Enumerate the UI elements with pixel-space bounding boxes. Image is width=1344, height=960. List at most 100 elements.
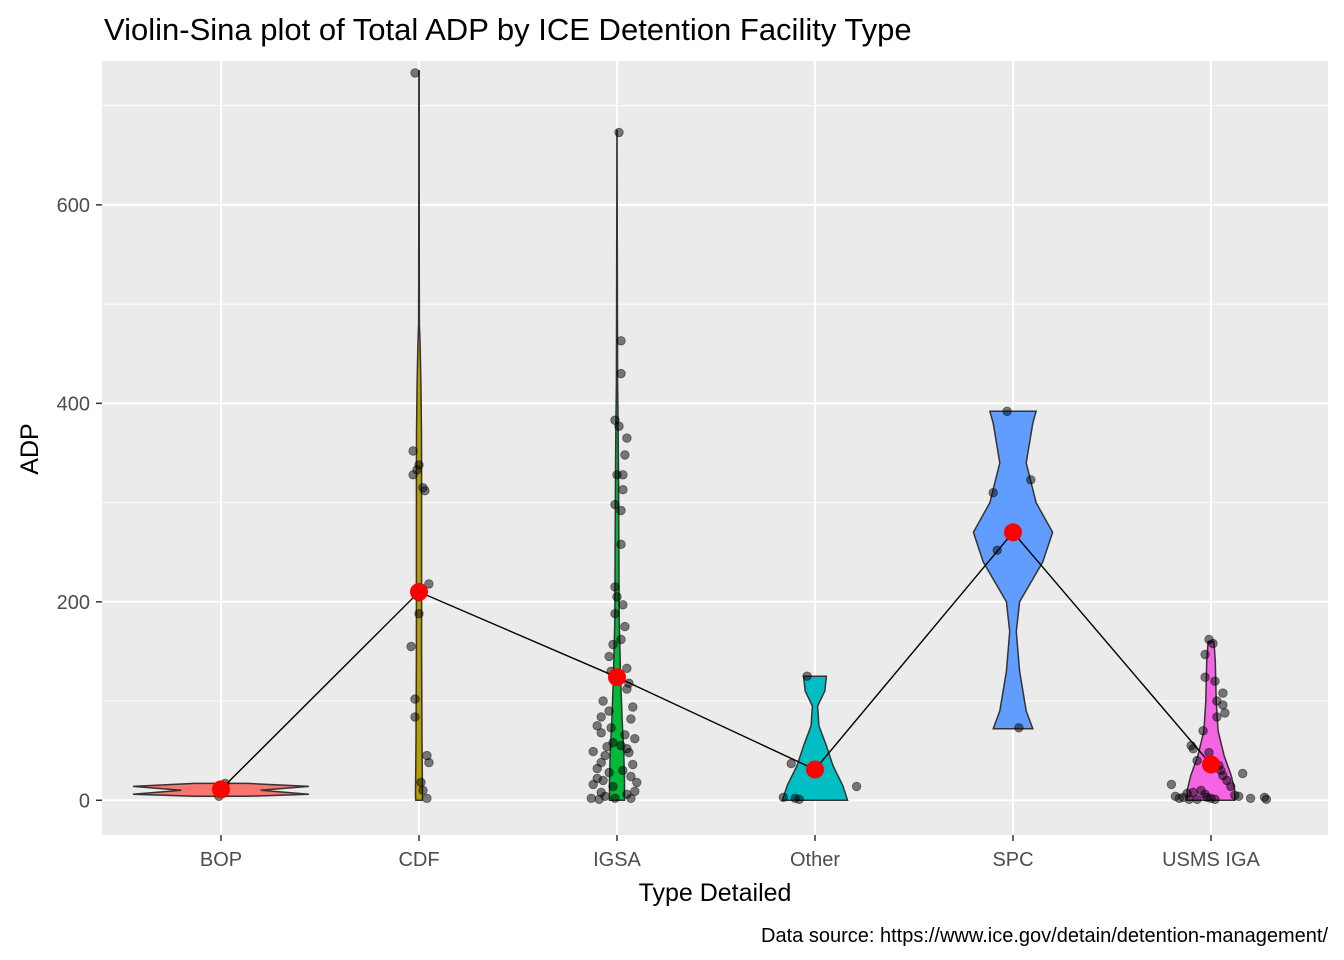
- jitter-point: [610, 582, 620, 592]
- jitter-point: [1210, 794, 1220, 805]
- jitter-point: [1218, 700, 1228, 710]
- jitter-point: [616, 368, 626, 379]
- y-axis-title: ADP: [16, 423, 44, 474]
- jitter-point: [610, 793, 620, 804]
- jitter-point: [1002, 406, 1012, 417]
- jitter-point: [618, 765, 628, 776]
- jitter-point: [616, 539, 626, 550]
- mean-line: [220, 531, 1212, 790]
- jitter-point: [616, 336, 626, 346]
- jitter-point: [604, 706, 614, 716]
- jitter-point: [1026, 475, 1036, 485]
- y-tick-label: 200: [57, 592, 90, 614]
- jitter-point: [1261, 794, 1272, 805]
- jitter-point: [606, 723, 616, 733]
- jitter-point: [618, 600, 628, 610]
- jitter-point: [602, 742, 612, 752]
- jitter-point: [1200, 649, 1210, 660]
- jitter-point: [612, 592, 622, 602]
- data-source-caption: Data source: https://www.ice.gov/detain/…: [761, 925, 1328, 947]
- jitter-point: [1184, 794, 1194, 805]
- jitter-point: [628, 702, 638, 712]
- jitter-point: [1210, 676, 1220, 686]
- jitter-points: [214, 68, 1272, 805]
- jitter-point: [608, 639, 618, 650]
- jitter-point: [586, 793, 597, 804]
- jitter-point: [416, 777, 426, 788]
- jitter-point: [1198, 726, 1208, 736]
- jitter-point: [614, 421, 624, 431]
- jitter-point: [1226, 781, 1236, 792]
- x-tick-label: BOP: [200, 849, 242, 871]
- jitter-point: [418, 785, 428, 796]
- jitter-point: [1245, 793, 1256, 804]
- jitter-point: [622, 433, 632, 443]
- x-tick-label: IGSA: [593, 849, 641, 871]
- jitter-point: [610, 499, 620, 510]
- jitter-point: [794, 794, 804, 805]
- jitter-point: [422, 793, 432, 804]
- jitter-point: [630, 734, 640, 744]
- y-tick-label: 600: [57, 195, 90, 217]
- jitter-point: [588, 746, 598, 757]
- jitter-point: [802, 671, 812, 681]
- x-tick-label: Other: [790, 849, 840, 871]
- y-tick-label: 400: [57, 393, 90, 415]
- jitter-point: [628, 759, 638, 770]
- jitter-point: [608, 781, 618, 792]
- jitter-point: [1192, 794, 1202, 805]
- jitter-point: [1208, 638, 1218, 649]
- jitter-point: [786, 758, 796, 769]
- jitter-point: [618, 470, 628, 480]
- grid-minor: [102, 105, 1328, 702]
- jitter-point: [614, 127, 624, 138]
- jitter-point: [851, 781, 862, 792]
- jitter-point: [1212, 712, 1222, 722]
- jitter-point: [1192, 755, 1202, 766]
- jitter-point: [604, 767, 614, 778]
- jitter-point: [624, 747, 634, 758]
- jitter-point: [632, 777, 642, 788]
- jitter-point: [988, 488, 998, 498]
- jitter-point: [1200, 672, 1210, 682]
- jitter-point: [592, 763, 602, 774]
- jitter-point: [626, 771, 636, 782]
- jitter-point: [616, 505, 626, 516]
- jitter-point: [410, 694, 420, 704]
- jitter-point: [620, 621, 630, 632]
- mean-point-bop: [212, 780, 230, 799]
- jitter-point: [778, 792, 789, 803]
- jitter-point: [1233, 791, 1244, 802]
- jitter-point: [596, 712, 606, 722]
- jitter-point: [592, 721, 602, 731]
- chart-title: Violin-Sina plot of Total ADP by ICE Det…: [104, 12, 912, 47]
- x-axis: BOP CDF IGSA Other SPC USMS IGA: [200, 835, 1261, 871]
- jitter-point: [406, 641, 416, 652]
- mean-point-other: [806, 760, 824, 779]
- jitter-point: [408, 470, 418, 480]
- mean-point-spc: [1004, 523, 1022, 542]
- mean-point-usms-iga: [1202, 755, 1220, 774]
- x-axis-title: Type Detailed: [639, 879, 792, 907]
- jitter-point: [610, 609, 620, 619]
- jitter-point: [618, 485, 628, 495]
- jitter-point: [420, 486, 430, 496]
- jitter-point: [598, 775, 608, 786]
- jitter-point: [1220, 708, 1230, 718]
- jitter-point: [1174, 793, 1185, 804]
- y-tick-label: 0: [79, 790, 90, 812]
- jitter-point: [424, 579, 434, 589]
- jitter-point: [1218, 688, 1228, 698]
- jitter-point: [424, 757, 434, 768]
- jitter-point: [620, 450, 630, 460]
- plot-panel: [102, 61, 1328, 835]
- jitter-point: [620, 730, 630, 740]
- jitter-point: [1237, 768, 1248, 779]
- jitter-point: [616, 634, 626, 645]
- mean-point-cdf: [410, 582, 428, 601]
- jitter-point: [622, 684, 632, 694]
- jitter-point: [626, 793, 636, 804]
- jitter-point: [626, 714, 636, 724]
- jitter-point: [408, 446, 418, 456]
